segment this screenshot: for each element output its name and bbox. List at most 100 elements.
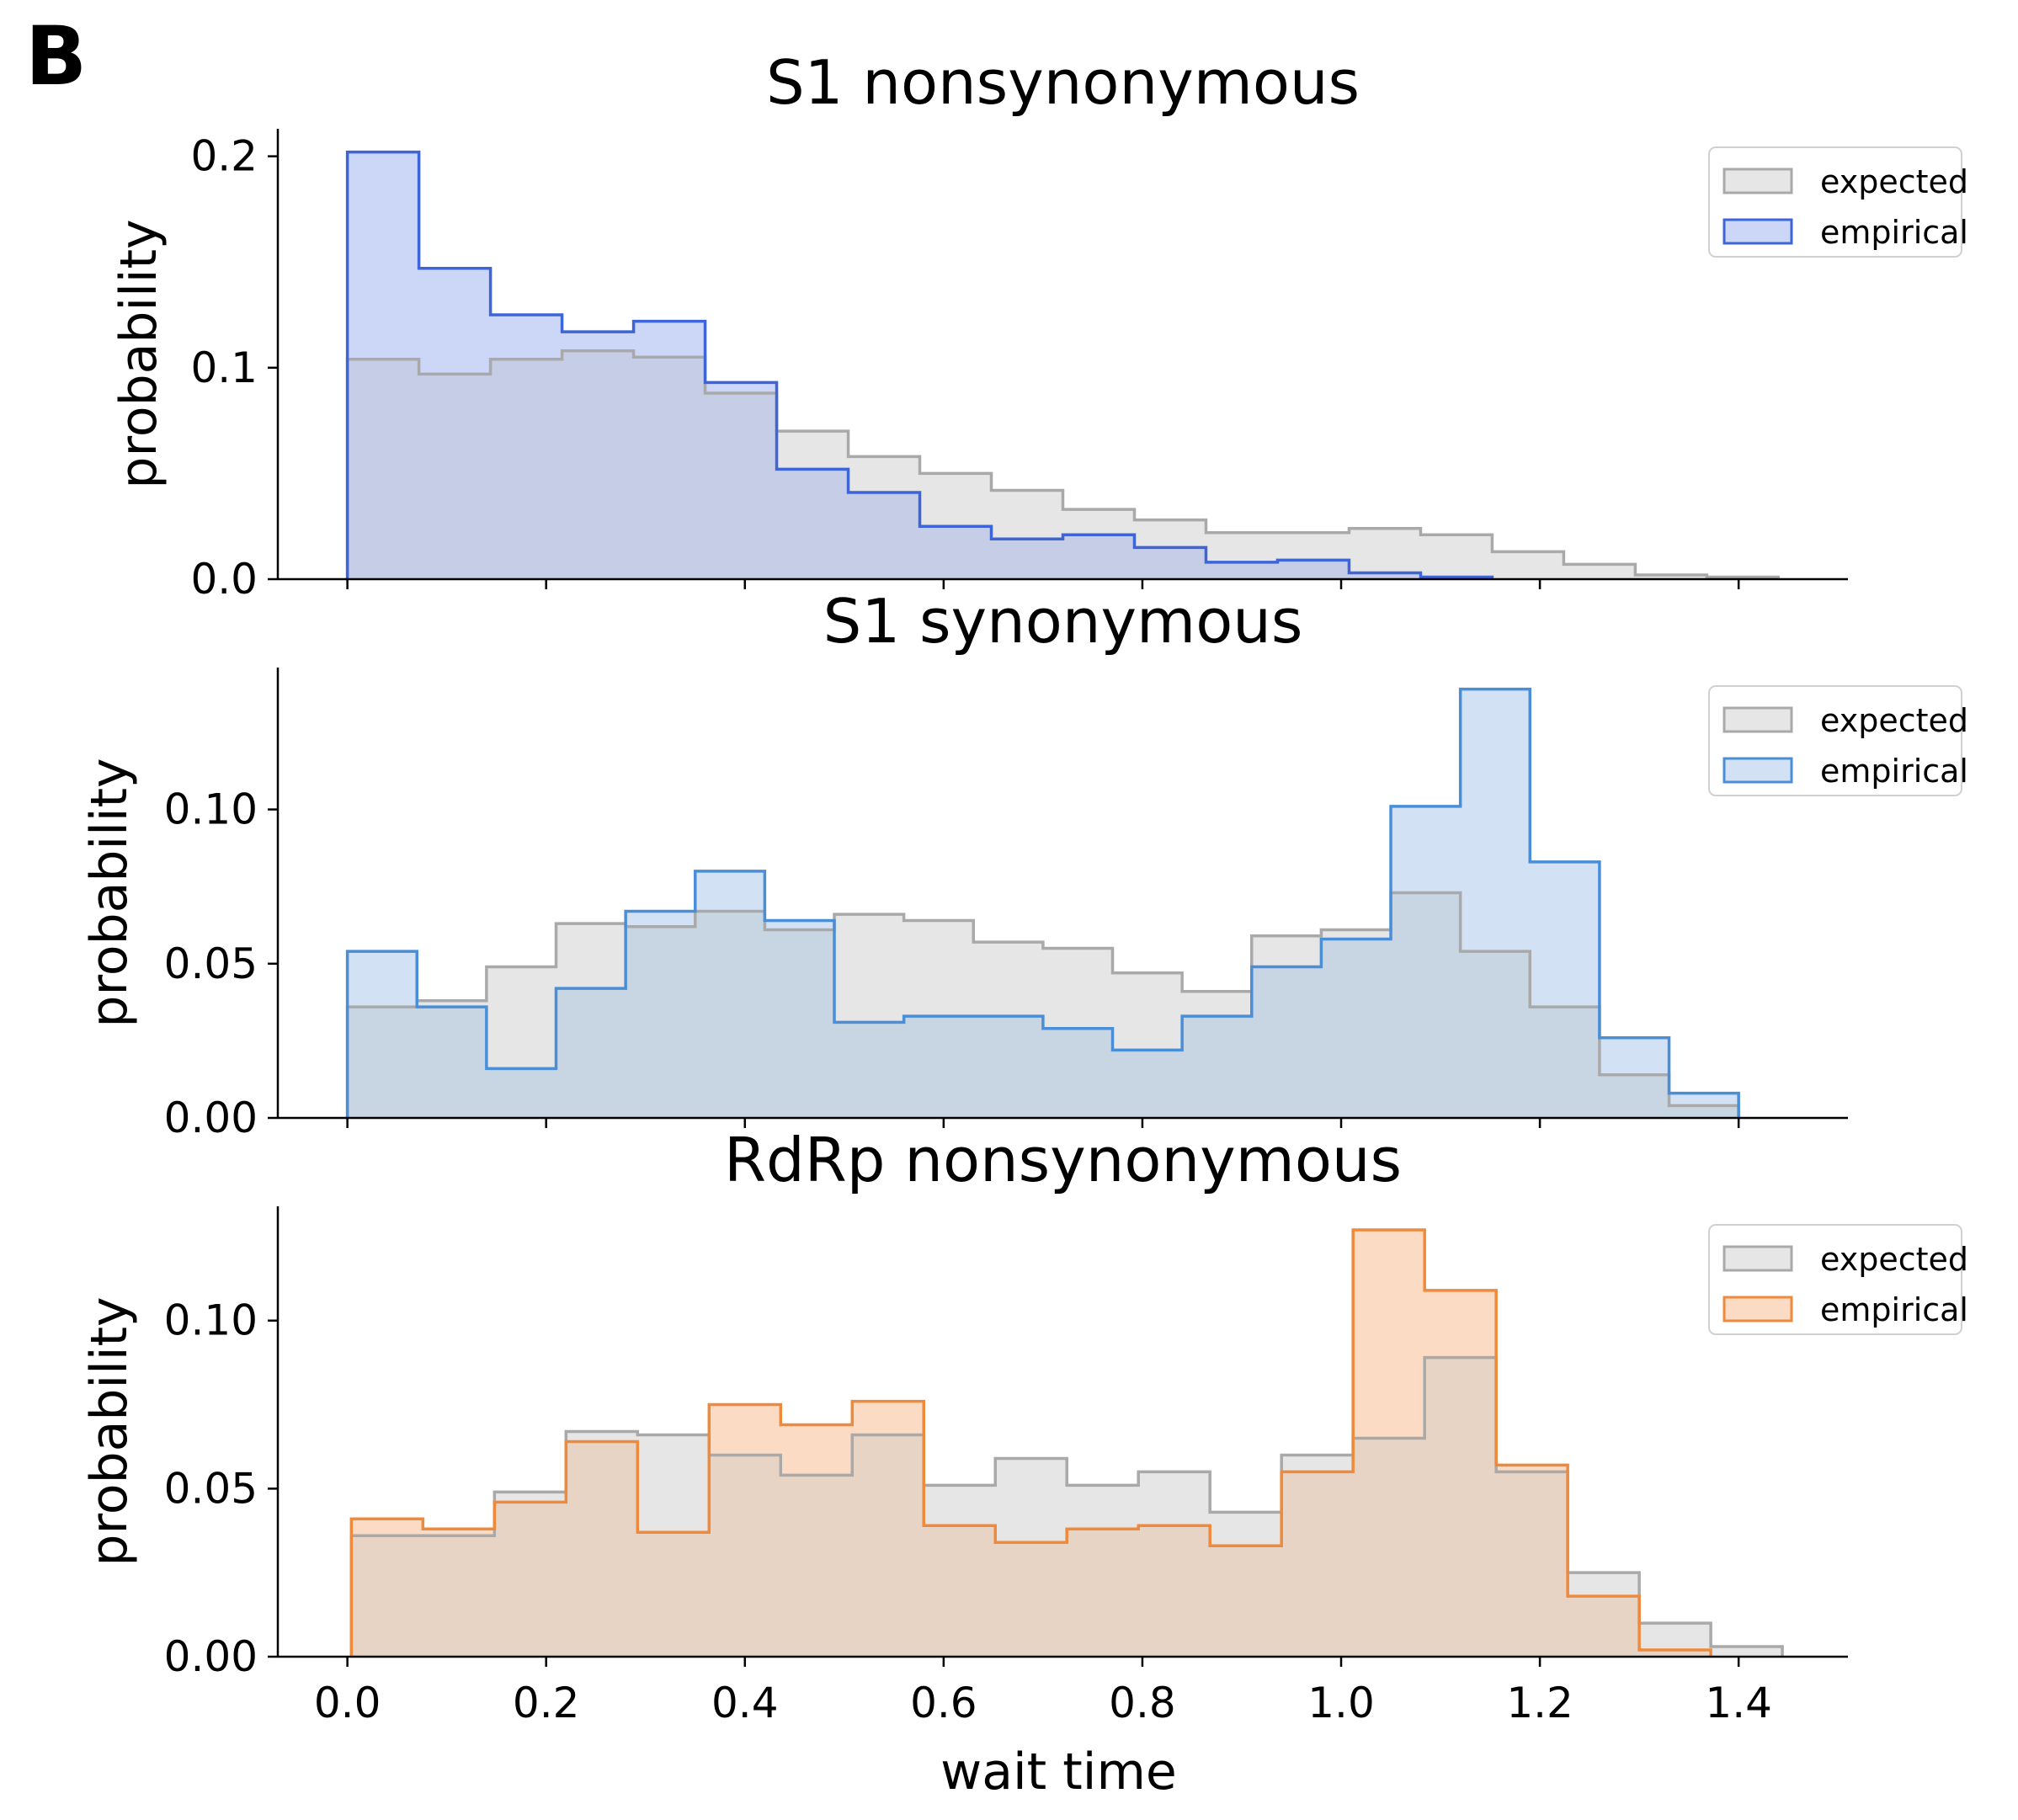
chart-title: S1 synonymous (823, 586, 1303, 657)
y-axis-label: probability (80, 758, 139, 1027)
panel-letter: B (25, 9, 87, 104)
overlap-bar (1062, 535, 1136, 579)
x-axis-label: wait time (940, 1743, 1177, 1801)
x-tick-label: 0.6 (910, 1679, 977, 1727)
overlap-bar (780, 1475, 853, 1657)
overlap-bar (1134, 547, 1207, 579)
overlap-bar (637, 1532, 710, 1657)
x-tick-label: 0.4 (711, 1679, 779, 1727)
overlap-bar (764, 929, 835, 1118)
expected-bar (1420, 535, 1494, 579)
y-tick-label: 0.05 (164, 939, 258, 988)
legend-swatch-empirical (1722, 218, 1793, 245)
overlap-bar (919, 526, 993, 579)
overlap-bar (924, 1525, 996, 1657)
legend: expected empirical (1708, 685, 1968, 796)
overlap-bar (1251, 966, 1322, 1118)
overlap-bar (1138, 1525, 1211, 1657)
expected-bar (1563, 564, 1636, 579)
x-tick-label: 0.0 (314, 1679, 381, 1727)
y-axis-label: probability (80, 1296, 139, 1566)
overlap-bar (423, 1535, 495, 1657)
overlap-bar (695, 911, 765, 1118)
overlap-bar (1067, 1529, 1139, 1657)
legend-label-expected: expected (1820, 1241, 1968, 1278)
overlap-bar (852, 1434, 924, 1657)
y-tick-label: 0.00 (164, 1632, 258, 1681)
x-tick-label: 1.2 (1506, 1679, 1573, 1727)
y-tick-label: 0.1 (190, 343, 258, 392)
overlap-bar (417, 1007, 487, 1118)
overlap-bar (1669, 1105, 1739, 1118)
empirical-outline (349, 1228, 1712, 1657)
overlap-bar (494, 1502, 567, 1657)
overlap-bar (1321, 939, 1392, 1118)
expected-bar (1349, 528, 1422, 579)
overlap-bar (903, 1016, 974, 1118)
y-tick-label: 0.10 (164, 785, 258, 834)
overlap-bar (1349, 572, 1422, 579)
overlap-bar (1460, 951, 1531, 1118)
overlap-bar (1210, 1546, 1282, 1657)
histogram-fills (347, 689, 1739, 1118)
x-tick-label: 0.2 (513, 1679, 580, 1727)
overlap-bar (556, 988, 626, 1118)
overlap-bar (1112, 1050, 1183, 1118)
overlap-bar (633, 357, 706, 579)
overlap-bar (709, 1455, 781, 1657)
overlap-bar (1182, 1016, 1253, 1118)
panel-s1-synonymous: 0.00 0.05 0.10 S1 synonymous probability expe… (80, 586, 1968, 1142)
overlap-bar (995, 1542, 1068, 1657)
legend-label-expected: expected (1820, 702, 1968, 739)
legend-label-empirical: empirical (1820, 1291, 1968, 1328)
overlap-bar (973, 1016, 1044, 1118)
panel-rdrp-nonsynonymous: 0.00 0.05 0.10 0.0 0.2 0.4 0.6 0.8 1.0 1.2 1.4 RdRp… (80, 1125, 1968, 1801)
legend-swatch-empirical (1722, 1296, 1793, 1322)
y-tick-label: 0.10 (164, 1296, 258, 1345)
overlap-bar (347, 1007, 418, 1118)
y-axis-label: probability (109, 219, 168, 488)
legend: expected empirical (1708, 146, 1968, 258)
y-tick-label: 0.2 (190, 132, 258, 181)
overlap-bar (1042, 1028, 1114, 1118)
legend-swatch-empirical (1722, 757, 1793, 784)
empirical-outline (345, 150, 1494, 579)
x-tick-label: 0.8 (1109, 1679, 1176, 1727)
overlap-bar (1424, 1357, 1497, 1657)
x-tick-label: 1.0 (1307, 1679, 1375, 1727)
chart-panels: 0.0 0.1 0.2 S1 nonsynonymous probability expe… (80, 47, 1968, 1801)
overlap-bar (490, 359, 563, 579)
overlap-bar (566, 1441, 638, 1657)
panel-s1-nonsynonymous: 0.0 0.1 0.2 S1 nonsynonymous probability expe… (109, 47, 1968, 604)
overlap-bar (991, 539, 1064, 579)
overlap-bar (1353, 1438, 1425, 1657)
legend: expected empirical (1708, 1224, 1968, 1335)
overlap-bar (626, 926, 696, 1118)
expected-bar (1635, 574, 1707, 579)
legend-label-empirical: empirical (1820, 753, 1968, 790)
overlap-bar (351, 1535, 423, 1657)
chart-title: RdRp nonsynonymous (724, 1125, 1402, 1195)
y-tick-label: 0.0 (190, 555, 258, 604)
y-tick-label: 0.00 (164, 1094, 258, 1142)
overlap-bar (418, 374, 492, 579)
overlap-bar (848, 492, 921, 579)
expected-outline (345, 349, 1781, 579)
overlap-bar (1281, 1471, 1354, 1657)
x-tick-label: 1.4 (1705, 1679, 1772, 1727)
overlap-bar (1206, 561, 1279, 579)
overlap-bar (834, 1022, 905, 1118)
legend-label-expected: expected (1820, 163, 1968, 200)
overlap-bar (1496, 1471, 1568, 1657)
empirical-outline (345, 687, 1740, 1118)
overlap-bar (1391, 892, 1462, 1118)
expected-bar (1492, 551, 1565, 579)
overlap-bar (347, 359, 420, 579)
overlap-bar (486, 1068, 557, 1118)
overlap-bar (776, 469, 849, 579)
overlap-bar (1277, 560, 1350, 579)
legend-swatch-expected (1722, 168, 1793, 194)
overlap-bar (562, 350, 635, 579)
overlap-bar (1568, 1596, 1640, 1657)
